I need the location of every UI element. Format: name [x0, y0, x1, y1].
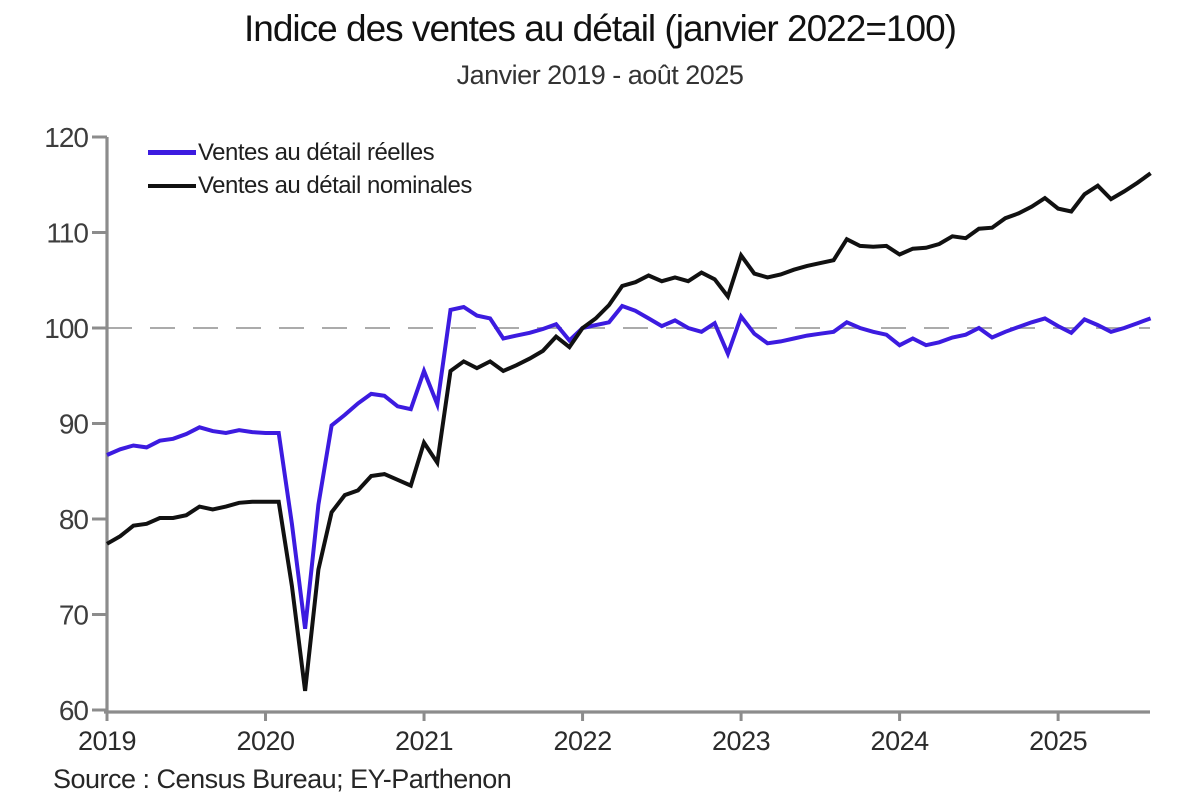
legend: Ventes au détail réelles Ventes au détai… — [148, 136, 472, 202]
legend-label-reelles: Ventes au détail réelles — [198, 138, 435, 166]
x-tick-label: 2025 — [1029, 726, 1087, 756]
x-tick-label: 2024 — [871, 726, 930, 756]
x-tick-label: 2022 — [554, 726, 612, 756]
x-tick-label: 2020 — [236, 726, 294, 756]
chart-subtitle: Janvier 2019 - août 2025 — [456, 60, 744, 90]
y-tick-label: 80 — [59, 504, 89, 535]
series-line-reelles — [106, 303, 1152, 630]
series-line-nominales — [106, 171, 1152, 692]
x-tick-label: 2021 — [395, 726, 453, 756]
y-tick-label: 60 — [59, 695, 89, 726]
y-tick-label: 70 — [59, 600, 89, 631]
legend-swatch-nominales — [148, 183, 196, 188]
source-note: Source : Census Bureau; EY-Parthenon — [53, 764, 512, 794]
x-tick-label: 2019 — [78, 726, 136, 756]
y-tick-label: 120 — [44, 122, 88, 153]
y-tick-label: 100 — [44, 313, 88, 344]
legend-item-reelles: Ventes au détail réelles — [148, 136, 472, 169]
y-tick-label: 90 — [59, 409, 89, 440]
x-tick-label: 2023 — [712, 726, 770, 756]
y-tick-label: 110 — [46, 218, 88, 249]
legend-label-nominales: Ventes au détail nominales — [198, 171, 472, 199]
legend-item-nominales: Ventes au détail nominales — [148, 169, 472, 202]
legend-swatch-reelles — [148, 150, 196, 155]
chart-title: Indice des ventes au détail (janvier 202… — [244, 8, 957, 49]
